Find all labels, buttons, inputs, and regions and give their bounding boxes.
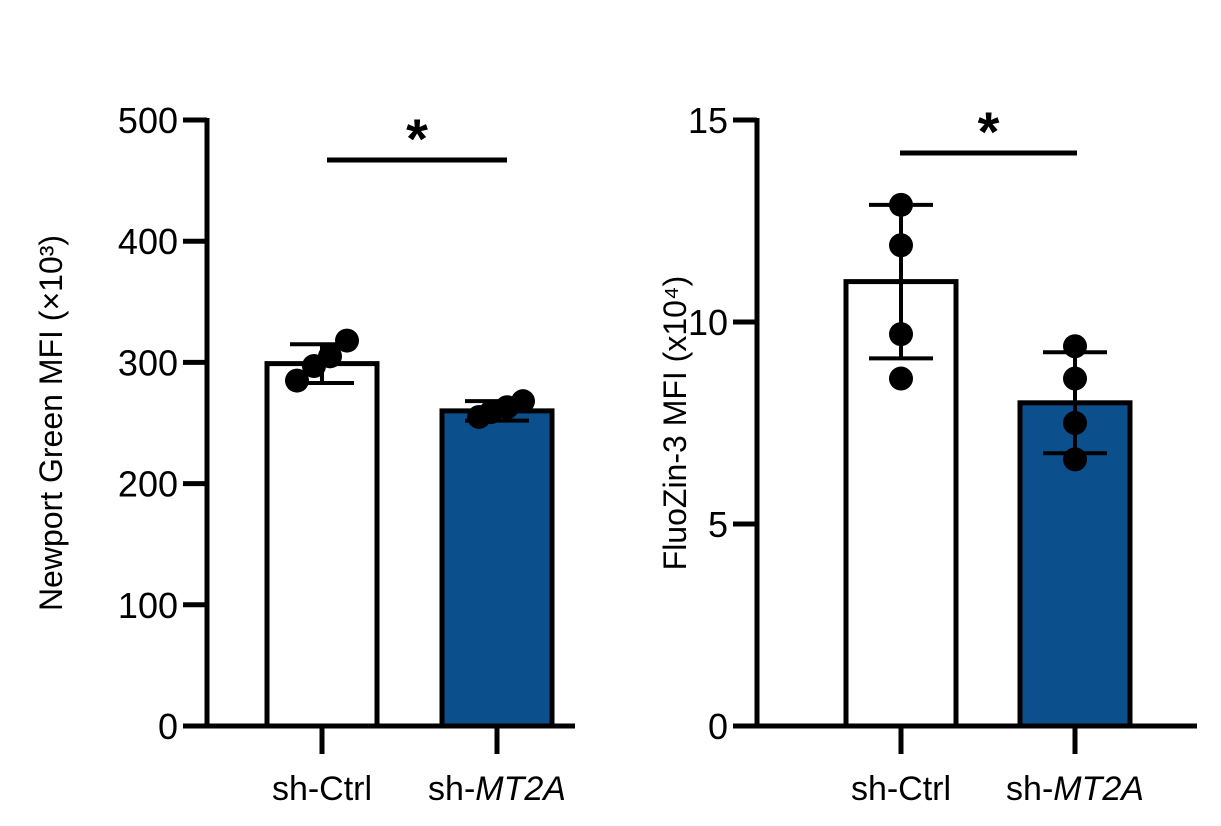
x-tick-label: sh-Ctrl bbox=[272, 770, 372, 808]
y-tick-label: 400 bbox=[118, 221, 178, 262]
data-point bbox=[889, 366, 913, 391]
y-tick-label: 0 bbox=[158, 706, 178, 747]
data-point bbox=[511, 389, 535, 414]
data-point bbox=[1063, 447, 1087, 472]
y-axis-label: FluoZin-3 MFI (x10⁴) bbox=[657, 276, 693, 571]
significance-star: * bbox=[406, 107, 428, 170]
y-tick-label: 0 bbox=[708, 706, 728, 747]
y-axis-label: Newport Green MFI (×10³) bbox=[33, 235, 69, 611]
data-point bbox=[1063, 366, 1087, 391]
data-point bbox=[889, 322, 913, 347]
data-point bbox=[1063, 411, 1087, 435]
y-tick-label: 500 bbox=[118, 100, 178, 141]
y-tick-label: 200 bbox=[118, 464, 178, 505]
y-tick-label: 10 bbox=[688, 302, 728, 343]
data-point bbox=[1063, 334, 1087, 359]
y-tick-label: 5 bbox=[708, 504, 728, 545]
data-point bbox=[335, 328, 359, 353]
x-tick-label: sh-MT2A bbox=[1006, 770, 1144, 808]
chart-panel-2: 0 5 10 15 sh-Ctrl sh-MT2A * FluoZin-3 MFI (x10⁴… bbox=[657, 100, 1197, 808]
x-tick-label: sh-Ctrl bbox=[851, 770, 951, 808]
bar-1 bbox=[264, 361, 380, 729]
data-point bbox=[889, 192, 913, 217]
y-tick-label: 15 bbox=[688, 100, 728, 141]
data-point bbox=[318, 344, 342, 369]
bar-2 bbox=[439, 408, 555, 729]
y-tick-label: 100 bbox=[118, 585, 178, 626]
y-tick-label: 300 bbox=[118, 342, 178, 383]
data-point bbox=[889, 233, 913, 258]
significance-star: * bbox=[978, 100, 1000, 163]
data-point bbox=[285, 368, 309, 393]
x-tick-label: sh-MT2A bbox=[428, 770, 566, 808]
chart-panel-1: 0 100 200 300 400 500 sh-Ctrl sh-MT2A * Newport G… bbox=[33, 100, 575, 808]
